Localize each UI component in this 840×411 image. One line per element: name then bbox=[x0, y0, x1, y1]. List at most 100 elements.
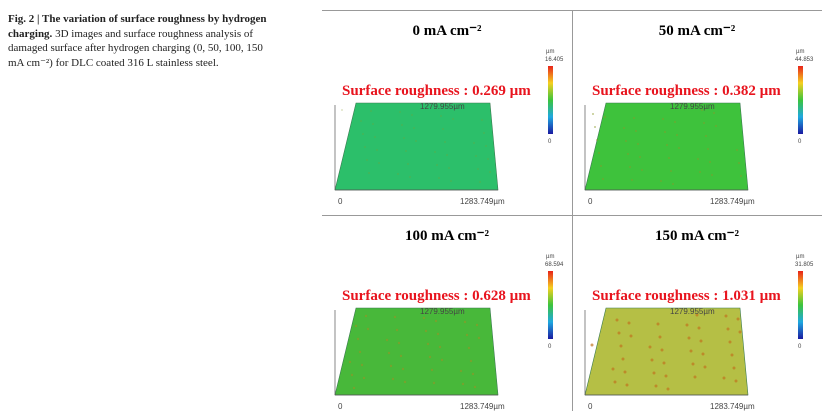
surface-speck bbox=[350, 373, 354, 377]
surface-speck bbox=[678, 147, 680, 149]
surface-speck bbox=[479, 181, 481, 183]
surface-speck bbox=[401, 124, 403, 126]
surface-speck bbox=[627, 153, 629, 155]
x-extent-label: 1283.749µm bbox=[460, 402, 505, 411]
surface-speck bbox=[428, 355, 432, 359]
surface-speck bbox=[477, 168, 479, 170]
x-extent-label: 1283.749µm bbox=[710, 402, 755, 411]
surface-speck bbox=[413, 127, 415, 129]
surface-speck bbox=[397, 173, 399, 175]
surface-speck bbox=[631, 179, 633, 181]
roughness-label: Surface roughness : 0.628 µm bbox=[342, 288, 531, 304]
surface-speck bbox=[623, 127, 625, 129]
surface-speck bbox=[611, 367, 615, 371]
surface-speck bbox=[422, 316, 426, 320]
surface-speck bbox=[341, 109, 343, 111]
surface-speck bbox=[662, 361, 666, 365]
scale-max: 31.805 bbox=[795, 262, 814, 268]
surface-speck bbox=[699, 171, 701, 173]
surface-speck bbox=[676, 134, 678, 136]
origin-label: 0 bbox=[588, 197, 593, 206]
surface-speck bbox=[685, 323, 689, 327]
surface-speck bbox=[629, 334, 633, 338]
caption-title: Fig. 2 | The variation of surface roughn… bbox=[8, 13, 267, 40]
surface-speck bbox=[385, 338, 389, 342]
surface-speck bbox=[473, 385, 477, 389]
surface-speck bbox=[596, 139, 598, 141]
surface-speck bbox=[477, 336, 481, 340]
y-extent-label: 1279.955µm bbox=[420, 307, 465, 316]
surface-speck bbox=[463, 320, 467, 324]
surface-speck bbox=[397, 341, 401, 345]
surface-speck bbox=[732, 366, 736, 370]
surface-speck bbox=[436, 332, 440, 336]
surface-speck bbox=[354, 324, 358, 328]
surface-speck bbox=[674, 121, 676, 123]
scale-min: 0 bbox=[548, 344, 552, 350]
surface-speck bbox=[487, 158, 489, 160]
surface-speck bbox=[699, 339, 703, 343]
surface-speck bbox=[602, 178, 604, 180]
surface-speck bbox=[623, 370, 627, 374]
surface-speck bbox=[672, 183, 674, 185]
surface-speck bbox=[448, 167, 450, 169]
surface-speck bbox=[403, 137, 405, 139]
surface-speck bbox=[713, 112, 715, 114]
surface-speck bbox=[475, 323, 479, 327]
surface-speck bbox=[604, 116, 606, 118]
surface-speck bbox=[693, 375, 697, 379]
surface-speck bbox=[450, 180, 452, 182]
surface-speck bbox=[740, 175, 742, 177]
surface-speck bbox=[666, 144, 668, 146]
surface-speck bbox=[689, 349, 693, 353]
panel-title: 100 mA cm⁻² bbox=[405, 228, 490, 244]
surface-speck bbox=[391, 377, 395, 381]
surface-speck bbox=[650, 358, 654, 362]
surface-speck bbox=[378, 162, 380, 164]
surface-speck bbox=[440, 115, 442, 117]
surface-speck bbox=[664, 374, 668, 378]
scale-unit: µm bbox=[796, 49, 804, 55]
y-extent-label: 1279.955µm bbox=[670, 307, 715, 316]
surface-speck bbox=[432, 381, 436, 385]
scale-max: 68.594 bbox=[545, 262, 564, 268]
surface-plate bbox=[334, 307, 499, 396]
surface-speck bbox=[473, 142, 475, 144]
surface-speck bbox=[348, 360, 352, 364]
surface-speck bbox=[668, 157, 670, 159]
surface-speck bbox=[446, 154, 448, 156]
surface-speck bbox=[442, 128, 444, 130]
origin-label: 0 bbox=[338, 402, 343, 411]
scale-min: 0 bbox=[548, 139, 552, 145]
surface-speck bbox=[660, 348, 664, 352]
surface-speck bbox=[399, 354, 403, 358]
surface-speck bbox=[444, 141, 446, 143]
surface-plate bbox=[584, 307, 749, 396]
surface-speck bbox=[424, 329, 428, 333]
figure-caption: Fig. 2 | The variation of surface roughn… bbox=[8, 12, 270, 70]
surface-speck bbox=[405, 150, 407, 152]
surface-speck bbox=[703, 122, 705, 124]
surface-speck bbox=[617, 331, 621, 335]
surface-speck bbox=[372, 123, 374, 125]
caption-text: 3D images and surface roughness analysis… bbox=[8, 27, 263, 69]
surface-speck bbox=[660, 180, 662, 182]
surface-speck bbox=[613, 380, 617, 384]
surface-speck bbox=[637, 143, 639, 145]
origin-label: 0 bbox=[588, 402, 593, 411]
panel: 150 mA cm⁻² 1279.955µm 0 1283.749µm µm 31.805… bbox=[584, 228, 814, 411]
surface-speck bbox=[728, 340, 732, 344]
surface-speck bbox=[485, 145, 487, 147]
roughness-label: Surface roughness : 0.269 µm bbox=[342, 83, 531, 99]
surface-speck bbox=[411, 114, 413, 116]
scale-min: 0 bbox=[798, 139, 802, 145]
scale-max: 16.405 bbox=[545, 57, 564, 63]
surface-speck bbox=[615, 318, 619, 322]
surface-speck bbox=[652, 371, 656, 375]
surface-speck bbox=[364, 314, 368, 318]
surface-speck bbox=[701, 352, 705, 356]
surface-speck bbox=[370, 110, 372, 112]
surface-speck bbox=[409, 176, 411, 178]
surface-speck bbox=[415, 140, 417, 142]
